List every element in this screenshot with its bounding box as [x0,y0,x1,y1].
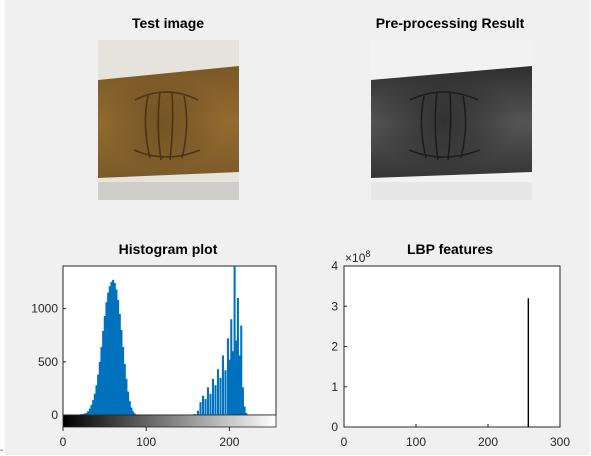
preprocessed-image [371,40,532,200]
lbp-y-tick-label: 4 [331,259,338,273]
histogram-bar [107,292,110,415]
histogram-bar [216,369,219,415]
histogram-bar [224,370,227,415]
histogram-bar [199,402,202,415]
lbp-title: LBP features [406,241,494,257]
histogram-bar [120,329,123,415]
histogram-bar [95,385,98,415]
histogram-bar [233,266,236,415]
histogram-bar [80,414,83,415]
exponent-times: × [345,251,352,265]
histogram-y-tick-label: 0 [51,408,58,422]
histogram-bar [226,338,229,415]
histogram-bar [206,387,209,415]
histogram-bar [88,408,91,415]
histogram-bar [82,413,85,415]
histogram-bar [127,391,130,415]
lbp-y-tick-label: 0 [331,420,338,434]
histogram-title: Histogram plot [118,241,218,257]
histogram-bar [240,325,243,415]
lbp-ticks: 0 100 200 300 0 1 2 3 4 [331,259,570,449]
histogram-bar [122,346,125,415]
lbp-y-tick-label: 1 [331,380,338,394]
lbp-exponent-label: ×108 [345,249,370,265]
histogram-bar [100,346,103,415]
lbp-y-tick-label: 3 [331,299,338,313]
histogram-bar [241,387,244,415]
histogram-axes: 0 100 200 0 500 1000 [31,265,277,449]
lbp-x-tick-label: 300 [550,435,570,449]
histogram-bar [112,279,115,415]
histogram-bar [238,355,241,415]
corner-mark: - [0,445,4,456]
histogram-bar [243,406,246,415]
histogram-bar [219,377,222,415]
grayscale-colorbar [62,414,277,428]
histogram-bar [118,313,121,415]
histogram-bar [83,413,86,415]
histogram-bar [201,395,205,415]
histogram-bar [209,393,212,415]
lbp-x-tick-label: 100 [406,435,426,449]
histogram-bar [102,330,105,415]
lbp-x-tick-label: 200 [478,435,498,449]
histogram-bar [193,413,196,415]
histogram-x-tick-label: 200 [219,435,239,449]
histogram-bar [132,411,135,415]
lbp-y-tick-label: 2 [331,340,338,354]
histogram-bar [133,413,136,415]
lbp-plot-area [343,265,561,428]
histogram-bars [78,266,248,415]
lbp-x-tick-label: 0 [341,435,348,449]
histogram-bar [110,281,113,415]
histogram-bar [130,407,133,415]
histogram-y-tick-label: 1000 [31,302,58,316]
histogram-bar [85,412,88,415]
histogram-bar [92,400,95,415]
histogram-x-tick-label: 0 [60,435,67,449]
histogram-bar [117,300,120,415]
lbp-axes: 0 100 200 300 0 1 2 3 4 ×108 [331,249,570,449]
histogram-bar [228,359,231,415]
histogram-bar [196,410,200,415]
histogram-bar [97,374,100,415]
histogram-bar [231,351,234,415]
test-image-title: Test image [131,15,205,31]
histogram-bar [105,302,108,415]
histogram-bar [211,378,214,415]
histogram-bar [204,399,207,415]
histogram-bar [236,297,239,415]
preprocessing-title: Pre-processing Result [375,15,525,31]
histogram-bar [98,361,101,415]
histogram-bar [87,411,90,415]
histogram-bar [125,378,128,415]
histogram-bar [235,340,238,415]
histogram-bar [93,393,96,415]
histogram-bar [90,404,93,415]
histogram-bar [214,385,217,415]
exponent-power: 8 [365,249,370,259]
histogram-bar [103,316,106,415]
test-image [98,40,239,200]
histogram-bar [221,355,224,415]
histogram-bar [245,412,248,415]
histogram-ticks: 0 100 200 0 500 1000 [31,302,239,449]
histogram-x-tick-label: 100 [136,435,156,449]
histogram-bar [230,319,233,415]
histogram-bar [115,289,118,415]
histogram-y-tick-label: 500 [38,355,58,369]
histogram-bar [123,363,126,415]
histogram-plot-area [62,265,277,416]
exponent-base: 10 [352,251,366,265]
histogram-bar [113,283,116,415]
histogram-bar [108,286,111,415]
histogram-bar [128,401,131,415]
